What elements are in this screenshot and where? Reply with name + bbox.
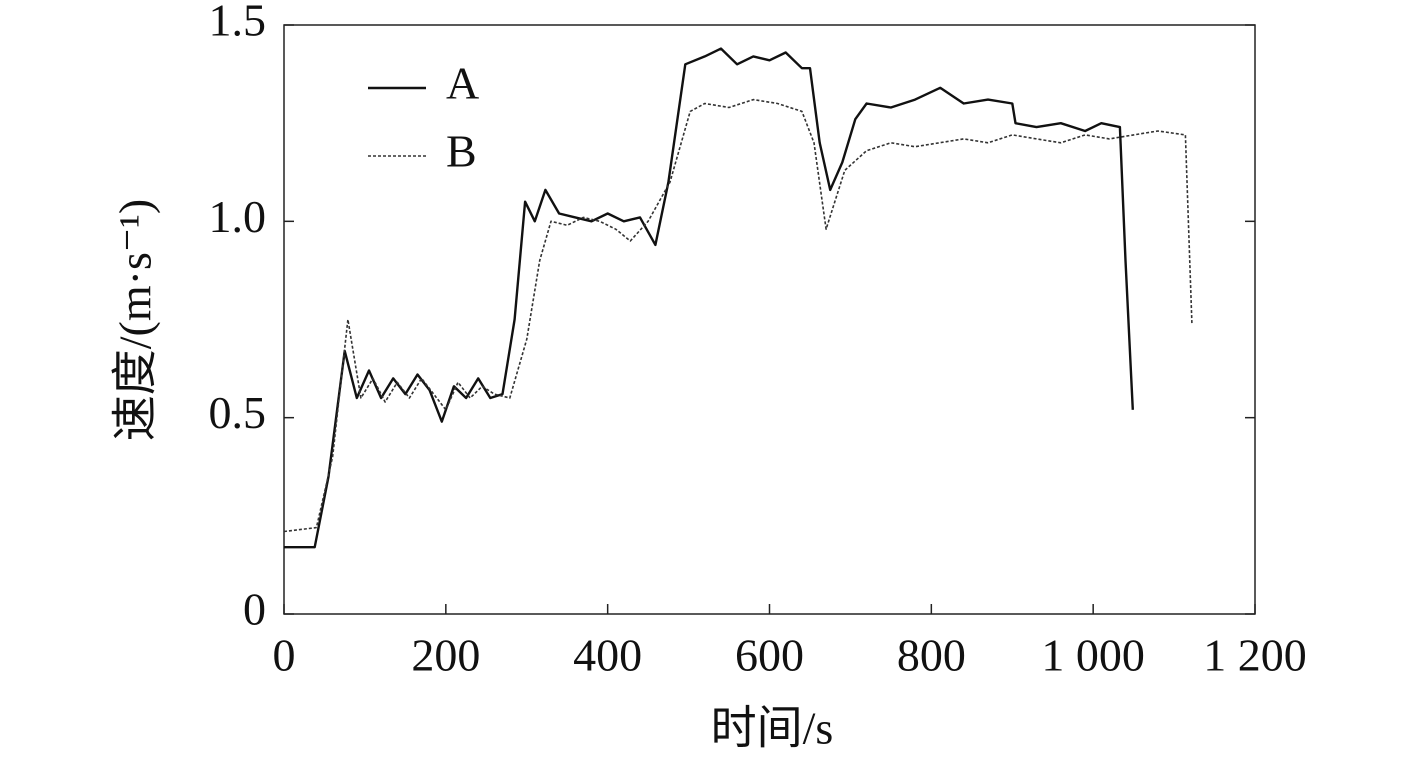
plot-frame (283, 24, 1256, 615)
y-axis-label: 速度/(m·s⁻¹) (110, 199, 161, 442)
y-tick-label: 1.0 (209, 191, 267, 242)
legend-label: B (446, 126, 477, 177)
legend-label: A (446, 58, 479, 109)
x-tick-label: 800 (897, 630, 966, 681)
x-tick-label: 400 (573, 630, 642, 681)
x-tick-label: 1 200 (1203, 630, 1307, 681)
x-tick-label: 600 (735, 630, 804, 681)
line-series (283, 98, 1193, 533)
y-tick-label: 0 (243, 584, 266, 635)
line-series (284, 47, 1134, 549)
x-tick-label: 1 000 (1041, 630, 1145, 681)
x-tick-label: 0 (273, 630, 296, 681)
x-tick-label: 200 (411, 630, 480, 681)
y-tick-label: 0.5 (209, 387, 267, 438)
y-tick-label: 1.5 (209, 0, 267, 46)
x-axis-label: 时间/s (711, 703, 834, 754)
